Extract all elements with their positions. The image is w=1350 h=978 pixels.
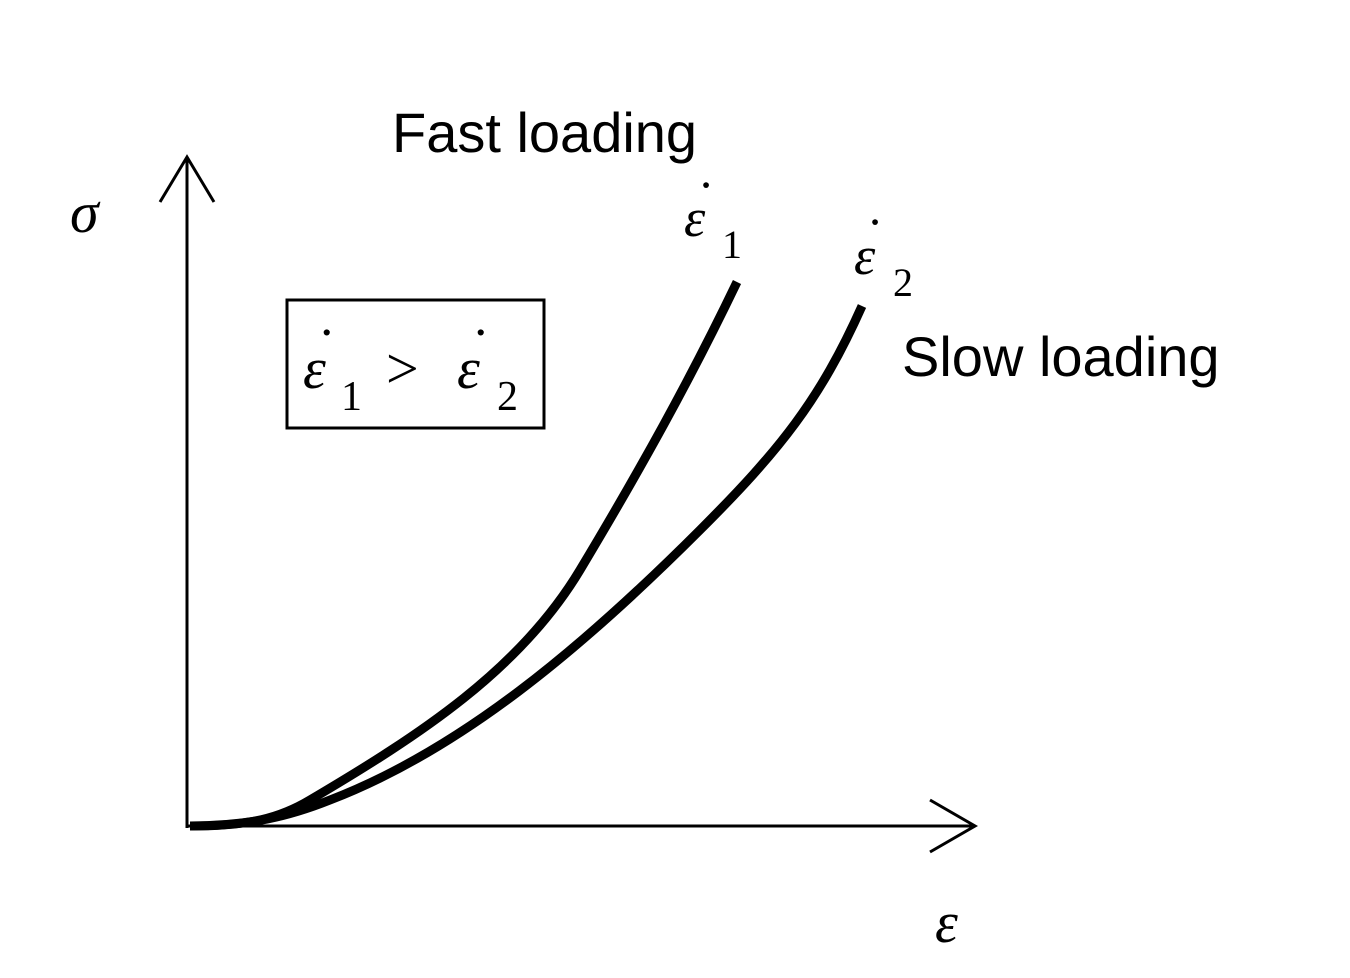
curve2-subscript: 2: [893, 260, 913, 305]
x-axis: [187, 798, 978, 854]
slow-loading-curve: [189, 304, 867, 831]
relation-left-subscript: 1: [341, 374, 362, 420]
x-axis-arrowhead: [929, 798, 978, 854]
curve1-strain-rate-label: ε ˙ 1: [684, 170, 742, 267]
relation-right-subscript: 2: [497, 374, 518, 420]
curve1-dot: ˙: [697, 170, 715, 230]
fast-loading-label: Fast loading: [392, 101, 697, 164]
strain-rate-relation-box: ε ˙ 1 > ε ˙ 2: [285, 298, 546, 430]
curve2-dot: ˙: [866, 207, 884, 267]
relation-operator: >: [386, 336, 419, 401]
relation-right-epsilon: ε: [457, 336, 480, 401]
curve2-strain-rate-label: ε ˙ 2: [854, 207, 913, 305]
relation-left-dot: ˙: [317, 316, 336, 381]
x-axis-symbol: ε: [935, 890, 958, 955]
y-axis-arrowhead: [158, 154, 216, 203]
relation-right-dot: ˙: [471, 316, 490, 381]
relation-box-border: [285, 298, 546, 430]
curve1-subscript: 1: [722, 222, 742, 267]
curve1-epsilon: ε: [684, 188, 706, 248]
y-axis-symbol: σ: [70, 180, 101, 245]
relation-left-epsilon: ε: [303, 336, 326, 401]
y-axis: [158, 154, 216, 828]
curve2-epsilon: ε: [854, 226, 876, 286]
slow-loading-label: Slow loading: [902, 325, 1220, 388]
